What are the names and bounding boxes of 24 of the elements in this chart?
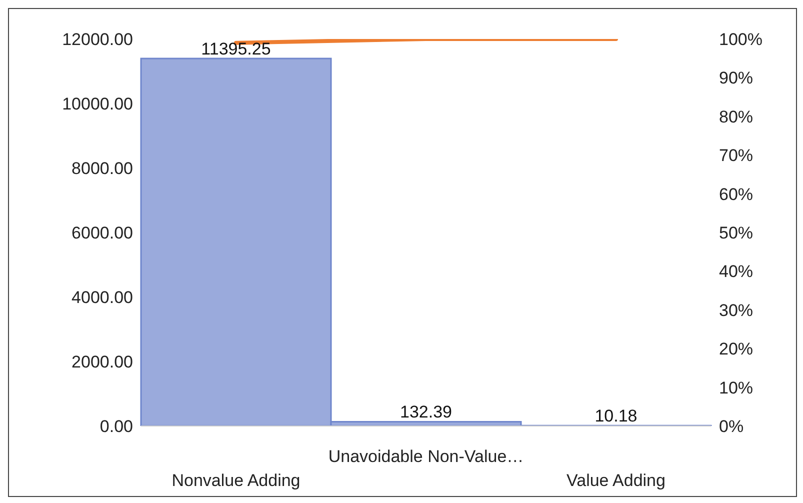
y2-tick-label: 0% bbox=[719, 417, 744, 436]
y2-tick-label: 70% bbox=[719, 146, 754, 166]
y2-tick-label: 30% bbox=[719, 300, 754, 320]
y-tick-label: 8000.00 bbox=[72, 159, 133, 178]
y2-tick-label: 100% bbox=[719, 30, 762, 50]
data-label: 132.39 bbox=[400, 402, 452, 422]
y2-tick-label: 80% bbox=[719, 107, 754, 126]
y-tick-label: 12000.00 bbox=[62, 30, 133, 50]
y-tick-label: 10000.00 bbox=[62, 94, 133, 114]
y2-tick-label: 90% bbox=[719, 68, 754, 88]
y-tick-label: 0.00 bbox=[100, 417, 133, 436]
y2-tick-label: 60% bbox=[719, 184, 754, 204]
y-tick-label: 4000.00 bbox=[72, 288, 133, 308]
y2-tick-label: 10% bbox=[719, 378, 754, 398]
x-tick-label: Unavoidable Non-Value… bbox=[328, 447, 524, 466]
y-tick-label: 2000.00 bbox=[72, 352, 133, 372]
data-label: 10.18 bbox=[594, 406, 638, 426]
x-tick-label: Nonvalue Adding bbox=[172, 471, 300, 490]
y2-tick-label: 50% bbox=[719, 224, 754, 243]
y2-tick-label: 20% bbox=[719, 340, 754, 359]
x-tick-label: Value Adding bbox=[566, 471, 666, 490]
data-label: 11395.25 bbox=[201, 40, 271, 59]
y-tick-label: 6000.00 bbox=[72, 224, 133, 243]
y2-tick-label: 40% bbox=[719, 262, 754, 282]
